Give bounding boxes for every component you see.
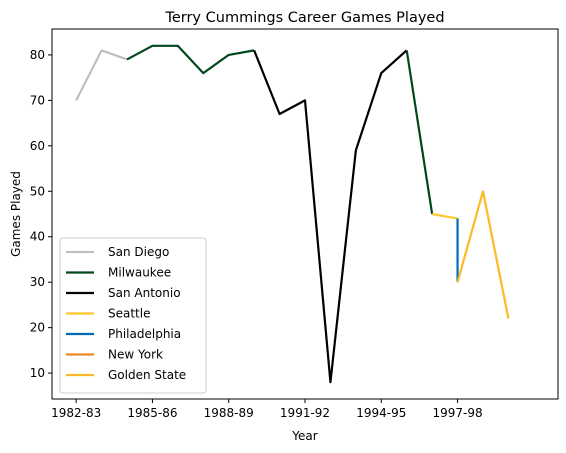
y-tick-label: 80	[30, 48, 45, 62]
y-tick-label: 50	[30, 184, 45, 198]
legend-frame	[59, 237, 207, 394]
x-tick-label: 1991-92	[280, 406, 330, 420]
legend-label-san-diego: San Diego	[108, 245, 169, 259]
y-tick-label: 10	[30, 366, 45, 380]
legend-label-philadelphia: Philadelphia	[108, 327, 181, 341]
series-line-milwaukee-1	[126, 44, 255, 75]
y-tick-label: 40	[30, 230, 45, 244]
legend-label-new-york: New York	[108, 348, 163, 362]
legend-label-golden-state: Golden State	[108, 368, 186, 382]
x-tick-label: 1997-98	[432, 406, 482, 420]
series-line-golden-state-7	[456, 190, 510, 319]
legend-label-san-antonio: San Antonio	[108, 286, 181, 300]
legend-label-milwaukee: Milwaukee	[108, 266, 171, 280]
legend: San Diego Milwaukee San Antonio Seattle Phil…	[59, 237, 207, 394]
x-tick-label: 1982-83	[51, 406, 101, 420]
series-line-milwaukee-3	[405, 50, 434, 215]
y-tick-label: 30	[30, 275, 45, 289]
chart-title: Terry Cummings Career Games Played	[164, 10, 444, 26]
series-line-san-diego-0	[75, 49, 128, 101]
y-axis-ticks: 10 20 30 40 50 60 70 80	[30, 48, 52, 380]
series-line-san-antonio-2	[253, 49, 408, 384]
y-axis-label: Games Played	[9, 171, 23, 257]
y-tick-label: 60	[30, 139, 45, 153]
x-axis-label: Year	[291, 429, 317, 443]
y-tick-label: 70	[30, 93, 45, 107]
y-tick-label: 20	[30, 321, 45, 335]
legend-label-seattle: Seattle	[108, 307, 150, 321]
x-tick-label: 1994-95	[356, 406, 406, 420]
x-tick-label: 1985-86	[127, 406, 177, 420]
series-layer	[75, 44, 510, 384]
plot-area-frame	[51, 28, 559, 400]
x-tick-label: 1988-89	[204, 406, 254, 420]
series-line-seattle-4	[431, 212, 458, 220]
x-axis-ticks: 1982-83 1985-86 1988-89 1991-92 1994-95 1997-…	[51, 399, 483, 420]
